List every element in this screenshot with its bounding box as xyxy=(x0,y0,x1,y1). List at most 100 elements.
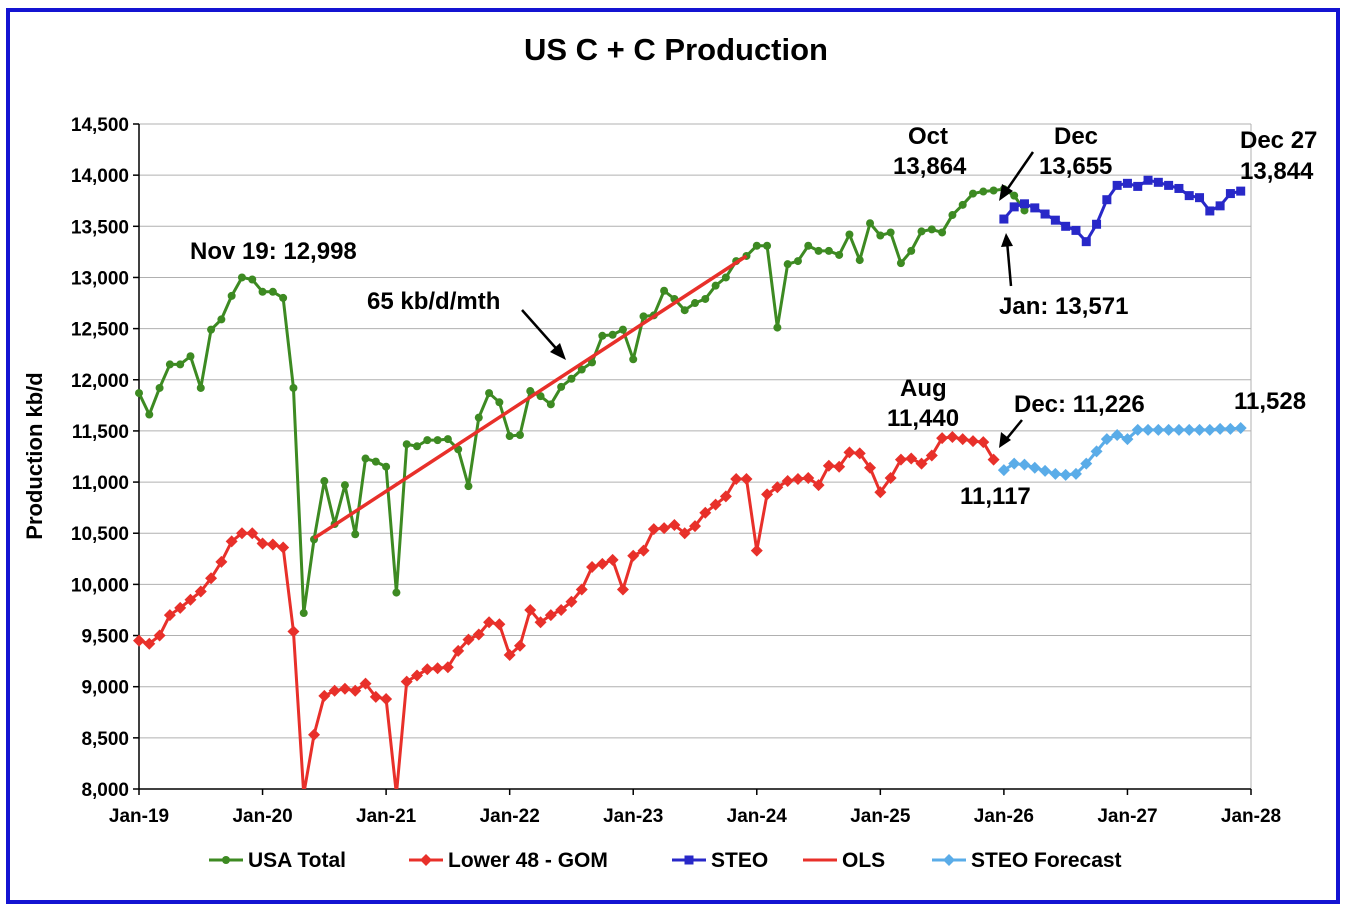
data-point xyxy=(987,453,1000,466)
data-point xyxy=(320,477,329,486)
data-point xyxy=(822,459,835,472)
data-point xyxy=(526,387,535,396)
data-point xyxy=(1061,221,1071,231)
series-layer xyxy=(133,175,1247,789)
data-point xyxy=(1112,180,1122,190)
data-point xyxy=(462,633,475,646)
data-point xyxy=(678,527,691,540)
annotation-aug-value: 11,440 xyxy=(887,405,959,432)
series-line xyxy=(1002,178,1242,244)
data-point xyxy=(896,259,905,268)
data-point xyxy=(421,663,434,676)
data-point xyxy=(299,609,308,618)
data-point xyxy=(793,257,802,266)
data-point xyxy=(691,299,699,308)
data-point xyxy=(567,374,576,383)
series-steo xyxy=(999,175,1246,247)
data-point xyxy=(277,541,290,554)
data-point xyxy=(544,609,557,622)
data-point xyxy=(153,629,166,642)
data-point xyxy=(555,603,568,616)
data-point xyxy=(433,436,442,445)
data-point xyxy=(534,616,547,629)
data-point xyxy=(1030,203,1040,213)
annotation-dec-month: Dec xyxy=(1054,123,1098,150)
data-point xyxy=(186,352,195,361)
arrow-slope xyxy=(521,309,566,360)
data-point xyxy=(1142,423,1155,436)
data-point xyxy=(608,330,617,339)
data-point xyxy=(946,431,959,444)
annotation-jan: Jan: 13,571 xyxy=(999,293,1128,320)
data-point xyxy=(1183,423,1196,436)
legend-marker xyxy=(943,854,955,866)
data-point xyxy=(268,287,277,296)
data-point xyxy=(1172,423,1185,436)
data-point xyxy=(256,537,269,550)
data-point xyxy=(215,555,228,568)
data-point xyxy=(740,473,753,486)
data-point xyxy=(977,436,990,449)
data-point xyxy=(524,603,537,616)
data-point xyxy=(750,544,763,557)
data-point xyxy=(637,544,650,557)
data-point xyxy=(997,464,1010,477)
data-point xyxy=(248,275,257,284)
data-point xyxy=(999,214,1009,224)
data-point xyxy=(515,431,524,440)
data-point xyxy=(184,593,197,606)
y-tick-label: 9,500 xyxy=(81,627,129,648)
x-tick-label: Jan-21 xyxy=(356,806,417,827)
data-point xyxy=(575,583,588,596)
data-point xyxy=(761,488,774,501)
data-point xyxy=(443,435,452,444)
data-point xyxy=(176,360,185,369)
data-point xyxy=(781,475,794,488)
data-point xyxy=(217,315,226,324)
data-point xyxy=(505,432,514,441)
data-point xyxy=(680,306,689,315)
data-point xyxy=(287,625,300,638)
data-point xyxy=(1152,423,1165,436)
data-point xyxy=(1040,209,1050,219)
data-point xyxy=(279,293,288,302)
y-tick-label: 12,000 xyxy=(71,371,129,392)
chart-frame xyxy=(6,8,1340,904)
data-point xyxy=(855,256,864,265)
data-point xyxy=(135,389,143,398)
data-point xyxy=(1039,464,1052,477)
data-point xyxy=(340,481,349,490)
data-point xyxy=(1009,202,1019,212)
data-point xyxy=(711,281,720,290)
y-tick-label: 11,000 xyxy=(72,473,129,494)
legend-marker xyxy=(222,856,230,864)
data-point xyxy=(730,473,743,486)
data-point xyxy=(1131,423,1144,436)
data-point xyxy=(194,585,207,598)
y-tick-label: 13,500 xyxy=(71,217,129,238)
data-point xyxy=(1121,433,1134,446)
series-ols xyxy=(313,254,748,540)
data-point xyxy=(1019,199,1029,209)
data-point xyxy=(155,383,164,392)
data-point xyxy=(411,669,423,682)
y-tick-label: 10,000 xyxy=(71,575,129,596)
data-point xyxy=(423,436,432,445)
data-point xyxy=(1100,433,1113,446)
x-tick-label: Jan-25 xyxy=(850,806,911,827)
data-point xyxy=(361,454,370,463)
data-point xyxy=(1164,180,1174,190)
data-point xyxy=(349,684,362,697)
legend-item-steo-forecast: STEO Forecast xyxy=(932,849,1122,872)
x-tick-label: Jan-24 xyxy=(727,806,788,827)
y-tick-label: 8,000 xyxy=(81,780,129,801)
data-point xyxy=(1008,457,1021,470)
data-point xyxy=(824,246,833,255)
legend-item-ols: OLS xyxy=(803,849,885,872)
data-point xyxy=(472,628,485,641)
data-point xyxy=(165,360,174,369)
legend-item-usa-total: USA Total xyxy=(209,849,346,872)
data-point xyxy=(773,323,782,332)
data-point xyxy=(1092,219,1102,229)
